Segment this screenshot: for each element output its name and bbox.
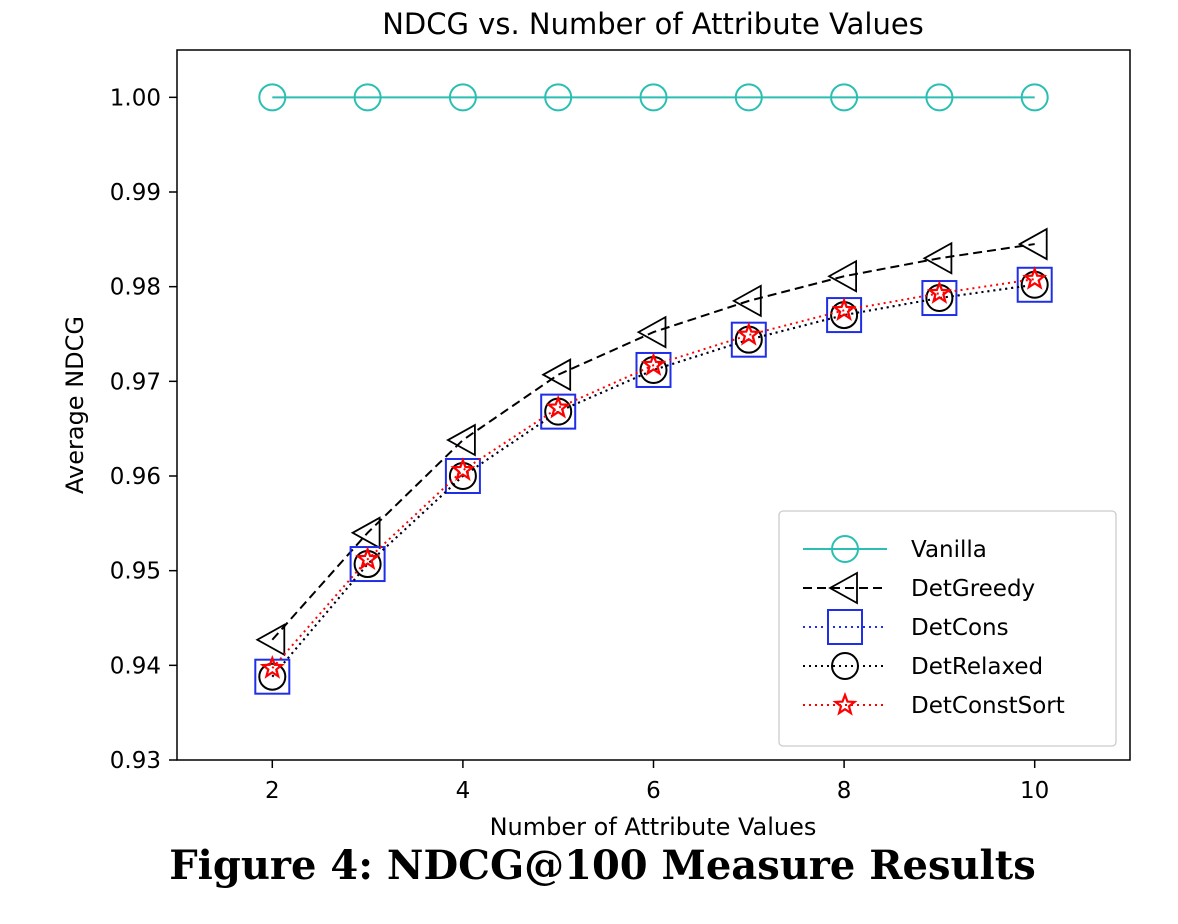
x-tick-label: 6 [646, 778, 661, 804]
data-point [259, 655, 285, 679]
data-point [1016, 266, 1053, 303]
series-line [271, 243, 1035, 641]
chart-title: NDCG vs. Number of Attribute Values [382, 7, 924, 41]
data-point [350, 516, 381, 550]
series-vanilla [258, 83, 1049, 112]
data-point [831, 297, 857, 321]
data-point [1022, 265, 1048, 290]
x-tick-label: 8 [837, 778, 852, 804]
data-point [541, 358, 572, 392]
data-point [926, 280, 952, 304]
x-axis-label: Number of Attribute Values [490, 813, 817, 840]
legend-entry: DetConstSort [803, 691, 1065, 719]
y-axis-ticks: 0.93 0.94 0.95 0.96 0.97 0.98 0.99 1.00 [110, 85, 177, 774]
y-tick-label: 0.93 [110, 748, 161, 774]
data-point [450, 457, 476, 481]
legend-marker [831, 652, 859, 680]
data-point [636, 315, 667, 349]
y-tick-label: 0.96 [110, 464, 161, 490]
legend: Vanilla DetGreedy DetCons DetRelaxed DetCons… [778, 510, 1117, 747]
figure-caption: Figure 4: NDCG@100 Measure Results [169, 842, 1036, 889]
data-point [258, 83, 287, 112]
series-layer [254, 83, 1053, 695]
data-point [355, 546, 381, 570]
ndcg-chart: NDCG vs. Number of Attribute Values 2 4 6 8… [61, 7, 1131, 840]
legend-marker [831, 535, 859, 563]
series-detgreedy [255, 227, 1048, 657]
y-tick-label: 0.99 [110, 180, 161, 206]
legend-entry: DetCons [803, 609, 1009, 645]
data-point [545, 394, 571, 419]
y-tick-label: 0.94 [110, 653, 161, 679]
data-point [448, 83, 477, 112]
legend-label: DetGreedy [911, 576, 1035, 602]
data-point [922, 241, 953, 275]
data-point [544, 83, 573, 112]
y-tick-label: 0.97 [110, 369, 161, 395]
x-axis-ticks: 2 4 6 8 10 [265, 760, 1049, 804]
data-point [255, 623, 286, 657]
data-point [258, 662, 287, 691]
legend-label: Vanilla [911, 537, 987, 563]
data-point [446, 423, 476, 457]
legend-entry: DetGreedy [803, 571, 1035, 605]
legend-frame [778, 510, 1117, 747]
data-point [731, 284, 762, 318]
legend-marker [832, 691, 858, 716]
data-point [734, 83, 763, 112]
legend-label: DetCons [911, 615, 1009, 641]
data-point [254, 658, 291, 695]
series-line [271, 278, 1035, 669]
data-point [639, 83, 668, 112]
x-tick-label: 2 [265, 778, 280, 804]
legend-entry: Vanilla [803, 535, 987, 563]
data-point [736, 321, 762, 346]
data-point [353, 83, 382, 112]
data-point [925, 83, 954, 112]
legend-label: DetRelaxed [911, 654, 1043, 680]
data-point [830, 83, 859, 112]
legend-label: DetConstSort [911, 693, 1065, 719]
data-point [540, 393, 577, 430]
y-tick-label: 0.98 [110, 275, 161, 301]
y-axis-label: Average NDCG [61, 316, 89, 494]
y-tick-label: 0.95 [110, 559, 161, 585]
data-point [827, 259, 857, 293]
series-detconstsort [259, 265, 1048, 679]
y-tick-label: 1.00 [110, 85, 161, 111]
data-point [1017, 227, 1048, 261]
data-point [1020, 83, 1049, 112]
legend-marker [827, 609, 863, 645]
x-tick-label: 10 [1020, 778, 1049, 804]
x-tick-label: 4 [456, 778, 471, 804]
data-point [641, 352, 666, 376]
legend-marker [828, 571, 858, 605]
legend-entry: DetRelaxed [803, 652, 1043, 680]
